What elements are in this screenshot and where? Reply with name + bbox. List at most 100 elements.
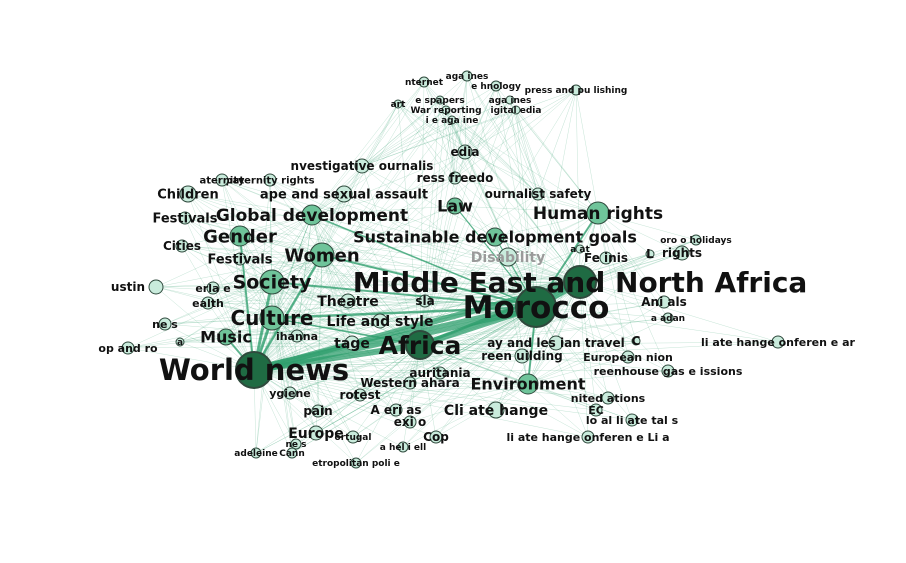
node-sustain[interactable]: ustin [111,279,164,295]
node-circle[interactable] [487,401,505,419]
node-theatre[interactable]: Theatre [317,293,379,310]
node-spain[interactable]: pain [303,404,332,418]
node-circle[interactable] [233,252,247,266]
node-circle[interactable] [581,430,595,444]
node-circle[interactable] [308,425,324,441]
node-circle[interactable] [354,158,370,174]
node-circle[interactable] [589,403,603,417]
node-circle[interactable] [631,336,641,346]
node-circle[interactable] [657,295,671,309]
node-rape[interactable]: ape and sexual assault [260,185,428,203]
node-news-s[interactable]: ne s [152,317,178,331]
node-circle[interactable] [645,249,655,259]
node-life-style[interactable]: Life and style [327,313,434,330]
node-health[interactable]: ealth [192,296,224,310]
node-world-news[interactable]: World news [159,351,349,389]
node-environment[interactable]: Environment [470,373,586,395]
node-circle[interactable] [511,105,521,115]
node-magazines2[interactable]: aga ines [489,95,532,106]
node-circle[interactable] [259,305,285,331]
node-circle[interactable] [235,351,273,389]
node-circle[interactable] [179,185,197,203]
node-circle[interactable] [335,185,353,203]
node-circle[interactable] [403,415,417,429]
node-circle[interactable] [286,447,298,459]
node-circle[interactable] [178,211,192,225]
node-circle[interactable] [690,234,702,246]
node-circle[interactable] [490,80,502,92]
node-circle[interactable] [389,403,403,417]
node-circle[interactable] [531,187,545,201]
node-magazines1[interactable]: aga ines [446,70,489,82]
node-sdg[interactable]: Sustainable development goals [353,227,637,247]
node-circle[interactable] [311,404,325,418]
node-circle[interactable] [372,313,388,329]
node-maternity[interactable]: aternity [199,173,245,187]
node-circle[interactable] [418,76,430,88]
node-circle[interactable] [461,70,473,82]
node-circle[interactable] [505,95,515,105]
node-circle[interactable] [405,330,435,360]
node-feminism[interactable]: Fe inis [584,251,628,265]
node-circle[interactable] [217,328,235,346]
node-circle[interactable] [570,84,582,96]
node-festivals2[interactable]: Festivals [152,211,218,227]
node-news2[interactable]: ne s [285,438,307,450]
node-circle[interactable] [517,373,539,395]
node-children[interactable]: Children [157,185,219,203]
node-africa[interactable]: Africa [379,330,462,360]
node-investigative[interactable]: nvestigative ournalis [291,158,434,174]
node-circle[interactable] [662,312,674,324]
node-hygiene[interactable]: ygiene [269,386,311,400]
node-circle[interactable] [515,286,557,328]
node-climate-change[interactable]: Cli ate hange [444,401,548,419]
node-cities[interactable]: Cities [163,239,201,253]
node-l-node[interactable]: L [645,247,655,261]
node-journalist-safety[interactable]: ournalist safety [485,187,592,201]
node-greenhouse[interactable]: reenhouse gas e issions [594,364,743,378]
node-art[interactable]: art [391,99,407,110]
node-circle[interactable] [498,247,518,267]
node-circle[interactable] [283,386,297,400]
node-european-union[interactable]: European nion [583,350,673,364]
node-circle[interactable] [346,430,360,444]
node-ramadan[interactable]: a adan [651,312,685,324]
node-pop-rock[interactable]: op and ro [98,341,158,355]
node-local-climate[interactable]: lo al li ate tal s [586,413,679,427]
node-circle[interactable] [263,173,277,187]
node-newspapers[interactable]: e spapers [415,95,465,106]
node-society[interactable]: Society [233,269,312,295]
node-protest[interactable]: rotest [340,388,381,402]
node-press-freedom[interactable]: ress freedo [417,171,494,185]
node-mexico[interactable]: exi o [394,415,426,429]
node-circle[interactable] [625,413,639,427]
node-morocco-holidays[interactable]: oro o holidays [660,234,732,246]
node-culture[interactable]: Culture [231,305,314,331]
node-war-reporting[interactable]: War reporting [410,105,482,116]
node-circle[interactable] [771,335,785,349]
node-circle[interactable] [175,239,189,253]
node-circle[interactable] [485,227,505,247]
node-circle[interactable] [397,441,409,453]
node-circle[interactable] [229,225,251,247]
node-circle[interactable] [340,293,356,309]
node-technology[interactable]: e hnology [471,80,521,92]
node-metro-police[interactable]: etropolitan poli e [312,457,400,469]
node-music[interactable]: Music [200,328,252,347]
node-circle[interactable] [514,348,530,364]
node-rihanna[interactable]: ihanna [276,329,318,343]
node-climate-conf-par[interactable]: li ate hange onferen e ar [701,335,856,349]
node-circle[interactable] [250,447,262,459]
node-circle[interactable] [433,366,447,380]
node-circle[interactable] [350,457,362,469]
node-circle[interactable] [301,204,323,226]
node-internet[interactable]: nternet [405,76,444,88]
node-united-nations[interactable]: nited ations [571,391,646,405]
node-disability[interactable]: Disability [471,247,545,267]
node-circle[interactable] [448,171,462,185]
node-qatar[interactable]: a at [570,244,590,255]
node-circle[interactable] [403,376,417,390]
node-circle[interactable] [674,245,690,261]
node-digital-media[interactable]: igital edia [491,105,542,116]
node-circle[interactable] [290,438,302,450]
